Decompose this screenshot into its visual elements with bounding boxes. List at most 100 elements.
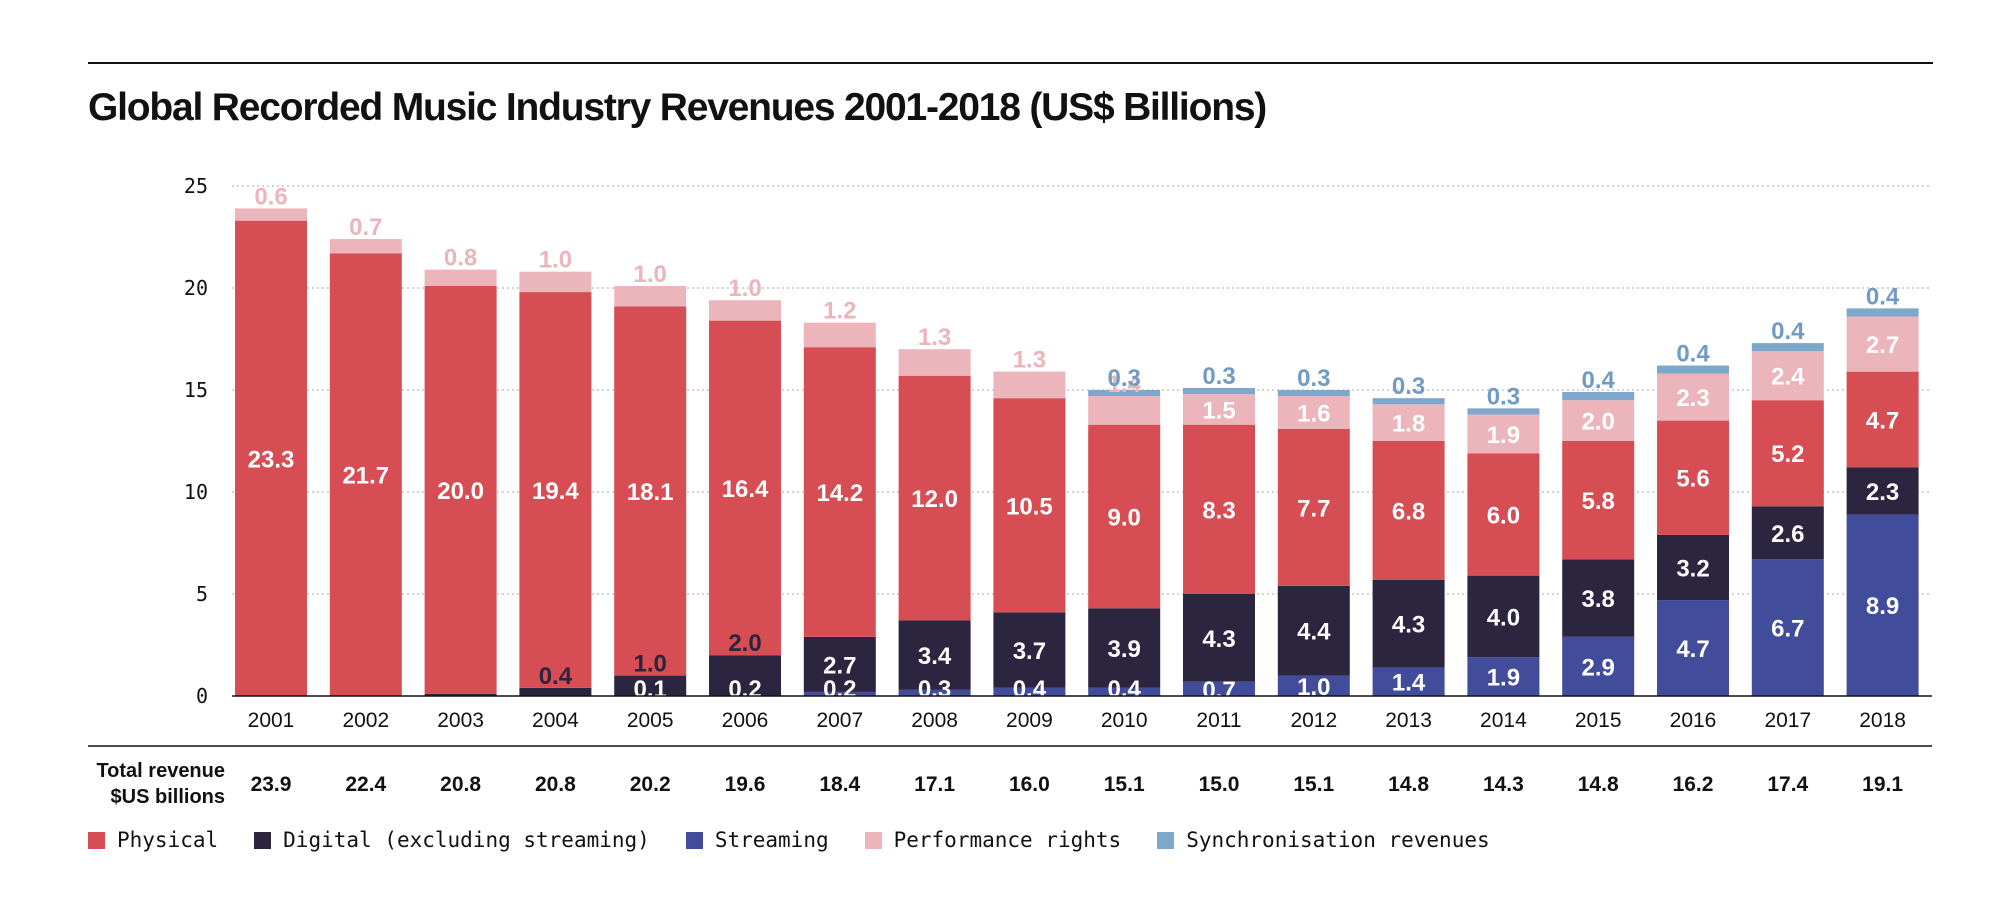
data-label: 3.8 — [1582, 586, 1615, 613]
bar-segment — [614, 675, 687, 696]
total-value: 16.2 — [1673, 773, 1714, 796]
total-value: 17.1 — [914, 773, 955, 796]
data-label: 3.9 — [1108, 636, 1141, 663]
y-tick-label: 0 — [196, 684, 208, 708]
bar-segment — [235, 220, 307, 696]
total-value: 19.6 — [725, 773, 766, 796]
data-label: 1.2 — [823, 298, 856, 325]
bar-segment — [1277, 428, 1350, 586]
data-label: 10.5 — [1006, 493, 1053, 520]
bar-segment — [1562, 559, 1635, 637]
total-value: 15.1 — [1293, 773, 1334, 796]
axes: 0 5 10 15 20 25 2001 2002 2003 2004 2005 2006 2007 20… — [184, 174, 1932, 732]
data-label: 4.7 — [1866, 408, 1899, 435]
data-label: 20.0 — [437, 478, 484, 505]
data-label: 0.7 — [349, 214, 382, 241]
y-tick-label: 25 — [184, 174, 208, 198]
totals-label-line1: Total revenue — [96, 760, 225, 782]
data-label: 8.3 — [1202, 497, 1235, 524]
data-label: 18.1 — [627, 479, 674, 506]
data-label: 1.6 — [1297, 400, 1330, 427]
legend-label: Streaming — [714, 828, 829, 852]
bar-segment — [1467, 408, 1540, 415]
data-label: 2.6 — [1771, 521, 1804, 548]
bar-segment — [709, 300, 781, 321]
data-label: 2.4 — [1771, 364, 1805, 391]
x-tick-label: 2004 — [532, 709, 579, 732]
data-label: 5.2 — [1771, 441, 1804, 468]
bar-segment — [1562, 400, 1635, 441]
bar-segment — [1088, 424, 1161, 609]
data-label: 2.9 — [1582, 654, 1615, 681]
bar-segment — [1467, 657, 1540, 696]
total-value: 18.4 — [819, 773, 860, 796]
total-value: 15.1 — [1104, 773, 1145, 796]
x-tick-label: 2001 — [248, 709, 295, 732]
data-label: 21.7 — [342, 463, 389, 490]
bar-segment — [898, 689, 971, 696]
bar-segment — [329, 239, 402, 254]
total-value: 19.1 — [1862, 773, 1903, 796]
data-label: 1.4 — [1108, 371, 1142, 398]
bar-segment — [1277, 675, 1350, 696]
bar-segment — [993, 371, 1066, 399]
bar-segment — [1372, 667, 1445, 696]
total-value: 22.4 — [345, 773, 386, 796]
data-label: 0.4 — [1013, 676, 1047, 703]
total-value: 20.2 — [630, 773, 671, 796]
bar-segment — [1372, 441, 1445, 580]
data-label: 2.7 — [823, 652, 856, 679]
bar-segment — [1372, 398, 1445, 405]
data-label: 4.0 — [1487, 604, 1520, 631]
data-label: 1.0 — [634, 651, 667, 678]
x-tick-label: 2011 — [1196, 709, 1241, 732]
x-tick-label: 2017 — [1764, 709, 1811, 732]
legend-label: Digital (excluding streaming) — [283, 828, 650, 852]
totals-row: 23.9 22.4 20.8 20.8 20.2 19.6 18.4 17.1 16.0 15.1… — [88, 745, 1932, 808]
total-value: 14.3 — [1483, 773, 1524, 796]
bar-segment — [329, 253, 402, 696]
bar-segment — [1183, 594, 1255, 682]
legend-item: Digital (excluding streaming) — [254, 828, 650, 852]
x-tick-label: 2016 — [1670, 709, 1717, 732]
x-tick-label: 2005 — [627, 709, 674, 732]
bar-segment — [1562, 392, 1635, 401]
total-value: 17.4 — [1767, 773, 1808, 796]
data-label: 4.3 — [1392, 612, 1425, 639]
y-tick-label: 15 — [184, 378, 208, 402]
bar-segment — [803, 322, 876, 348]
total-value: 14.8 — [1578, 773, 1619, 796]
legend-swatch — [254, 831, 272, 849]
legend-swatch — [864, 831, 882, 849]
data-label: 0.4 — [1676, 341, 1710, 368]
bar-segment — [1751, 400, 1824, 507]
total-value: 20.8 — [440, 773, 481, 796]
legend-label: Physical — [117, 828, 219, 852]
bar-segment — [235, 208, 307, 221]
bar-segment — [1183, 424, 1255, 594]
data-label: 8.9 — [1866, 593, 1899, 620]
x-tick-label: 2009 — [1006, 709, 1053, 732]
data-label: 2.0 — [728, 630, 761, 657]
bar-segment — [1751, 343, 1824, 352]
data-label: 5.8 — [1582, 488, 1615, 515]
data-label: 0.4 — [1108, 676, 1142, 703]
data-label: 0.7 — [1202, 677, 1235, 704]
data-label: 1.9 — [1487, 665, 1520, 692]
bar-segment — [993, 398, 1066, 613]
data-label: 1.4 — [1392, 670, 1426, 697]
bar-segment — [1277, 585, 1350, 676]
bar-segment — [1277, 390, 1350, 397]
total-value: 23.9 — [251, 773, 292, 796]
data-label: 0.2 — [728, 676, 761, 703]
bar-segment — [1088, 390, 1161, 397]
x-tick-label: 2018 — [1859, 709, 1906, 732]
legend-item: Performance rights — [864, 828, 1121, 852]
bar-segment — [424, 269, 497, 286]
data-label: 2.3 — [1866, 479, 1899, 506]
bar-segment — [993, 612, 1066, 688]
legend-label: Synchronisation revenues — [1186, 828, 1490, 852]
x-tick-label: 2010 — [1101, 709, 1148, 732]
bar-segment — [1846, 371, 1919, 468]
